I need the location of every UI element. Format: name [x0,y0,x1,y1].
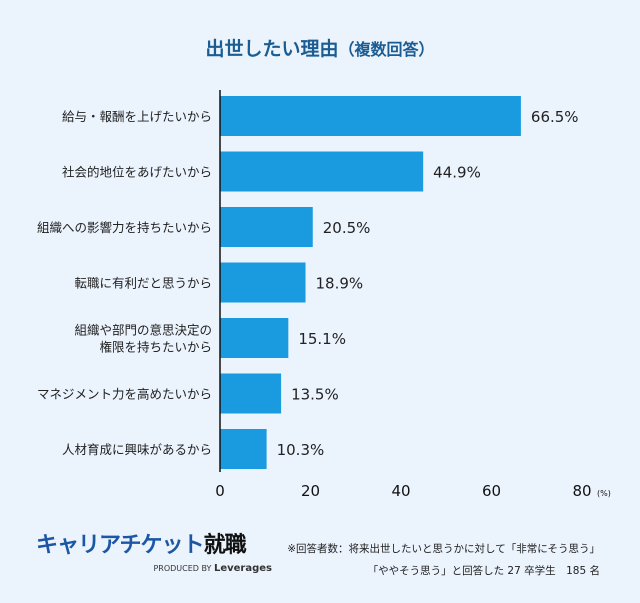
value-label: 15.1% [298,330,346,348]
title-text: 出世したい理由 [205,38,339,60]
subtitle-text: （複数回答） [338,40,435,59]
bar-chart: 66.5% 給与・報酬を上げたいから 44.9% 社会的地位をあげたいから 20.5% 組… [37,90,611,500]
bar [220,96,521,136]
category-label: 給与・報酬を上げたいから [62,109,212,124]
value-label: 20.5% [323,219,371,237]
value-label: 66.5% [531,108,579,126]
bar [220,151,424,192]
footnote-line1: ※回答者数：将来出世したいと思うかに対して「非常にそう思う」 [287,543,600,555]
logo-name: キャリアチケット [36,533,205,558]
bar [220,429,267,469]
category-label: 権限を持ちたいから [99,340,212,355]
footnote-line2: 「ややそう思う」と回答した 27 卒学生 185 名 [367,565,600,577]
x-tick-label: 40 [391,482,410,500]
x-tick-label: 0 [215,482,225,500]
value-label: 44.9% [433,164,481,182]
category-label: マネジメント力を高めたいから [37,387,212,402]
logo-brand: Leverages [213,563,272,574]
chart-title: 出世したい理由（複数回答） [0,34,640,61]
x-tick-label: 80 [572,482,591,500]
logo: キャリアチケット就職 PRODUCED BY Leverages [36,532,272,576]
value-label: 18.9% [316,275,364,293]
value-label: 10.3% [277,441,325,459]
category-label: 組織への影響力を持ちたいから [37,220,212,235]
bar [220,318,289,358]
x-tick-label: 20 [301,482,320,500]
category-label: 人材育成に興味があるから [62,442,212,457]
category-label: 組織や部門の意思決定の [74,323,212,338]
logo-name-bold: 就職 [203,533,247,558]
footnote: ※回答者数：将来出世したいと思うかに対して「非常にそう思う」 「ややそう思う」と… [287,538,600,582]
logo-byline: PRODUCED BY [153,564,212,573]
category-label: 転職に有利だと思うから [74,276,212,291]
x-tick-label: 60 [482,482,501,500]
bar [220,373,282,414]
x-unit-label: (%) [597,489,611,498]
value-label: 13.5% [291,386,339,404]
bar [220,207,313,247]
category-label: 社会的地位をあげたいから [62,165,212,180]
bar [220,262,306,303]
